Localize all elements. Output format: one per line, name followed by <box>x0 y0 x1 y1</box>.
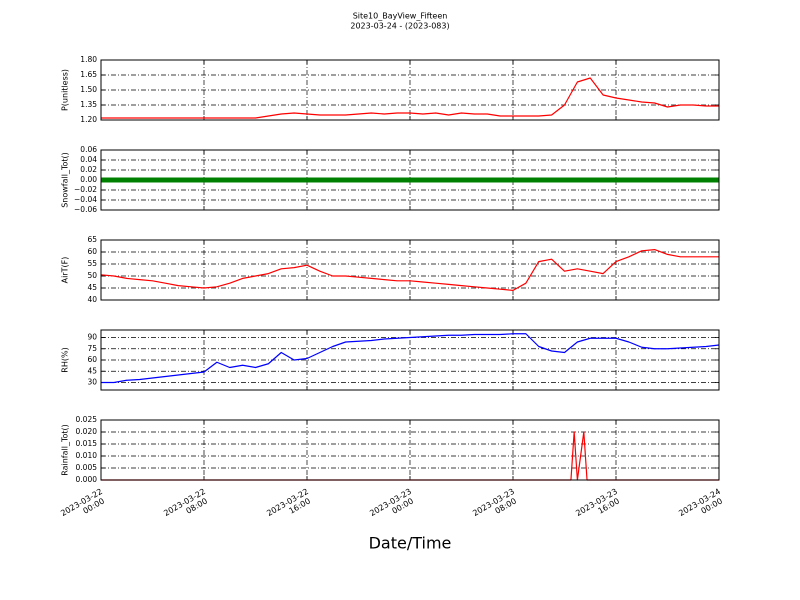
y-tick-label: 1.20 <box>80 115 97 124</box>
y-tick-label: 75 <box>87 344 97 353</box>
y-tick-label: 0.020 <box>76 427 98 436</box>
data-line <box>101 77 719 119</box>
y-axis-label: P(unitless) <box>61 69 70 111</box>
y-tick-label: 1.65 <box>80 70 97 79</box>
axes-frame <box>100 239 720 301</box>
y-tick-label: 60 <box>87 355 97 364</box>
y-tick-label: 0.025 <box>76 415 98 424</box>
y-tick-label: 30 <box>87 378 97 387</box>
y-tick-label: 0.015 <box>76 439 98 448</box>
y-tick-label: 45 <box>87 283 97 292</box>
y-tick-label: 50 <box>87 271 97 280</box>
y-tick-label: 0.06 <box>80 145 97 154</box>
y-tick-label: 60 <box>87 247 97 256</box>
data-line <box>101 333 720 384</box>
axes-frame <box>100 329 720 391</box>
y-tick-label: 0.010 <box>76 451 98 460</box>
y-axis-label: RH(%) <box>61 347 70 372</box>
y-tick-label: 1.80 <box>80 55 97 64</box>
figure-title: Site10_BayView_Fifteen <box>353 12 448 21</box>
y-tick-label: 65 <box>87 235 97 244</box>
y-tick-label: −0.06 <box>74 205 97 214</box>
y-tick-label: 0.000 <box>76 475 98 484</box>
y-tick-label: −0.04 <box>74 195 97 204</box>
axes-frame <box>100 59 720 121</box>
y-tick-label: −0.02 <box>74 185 97 194</box>
y-tick-label: 55 <box>87 259 97 268</box>
y-tick-label: 0.005 <box>76 463 98 472</box>
y-tick-label: 1.35 <box>80 100 97 109</box>
y-tick-label: 1.50 <box>80 85 97 94</box>
figure-subtitle: 2023-03-24 - (2023-083) <box>350 22 449 31</box>
axes-frame <box>100 419 720 481</box>
y-tick-label: 45 <box>87 366 97 375</box>
y-axis-label: AirT(F) <box>61 257 70 284</box>
y-axis-label: Snowfall_Tot() <box>61 152 70 208</box>
y-tick-label: 0.02 <box>80 165 97 174</box>
data-line <box>100 249 719 291</box>
y-tick-label: 90 <box>87 333 97 342</box>
y-axis-label: Rainfall_Tot() <box>61 424 70 476</box>
x-axis-label: Date/Time <box>369 534 452 553</box>
y-tick-label: 0.00 <box>80 175 97 184</box>
axes-frame <box>100 149 720 211</box>
y-tick-label: 40 <box>87 295 97 304</box>
y-tick-label: 0.04 <box>80 155 97 164</box>
